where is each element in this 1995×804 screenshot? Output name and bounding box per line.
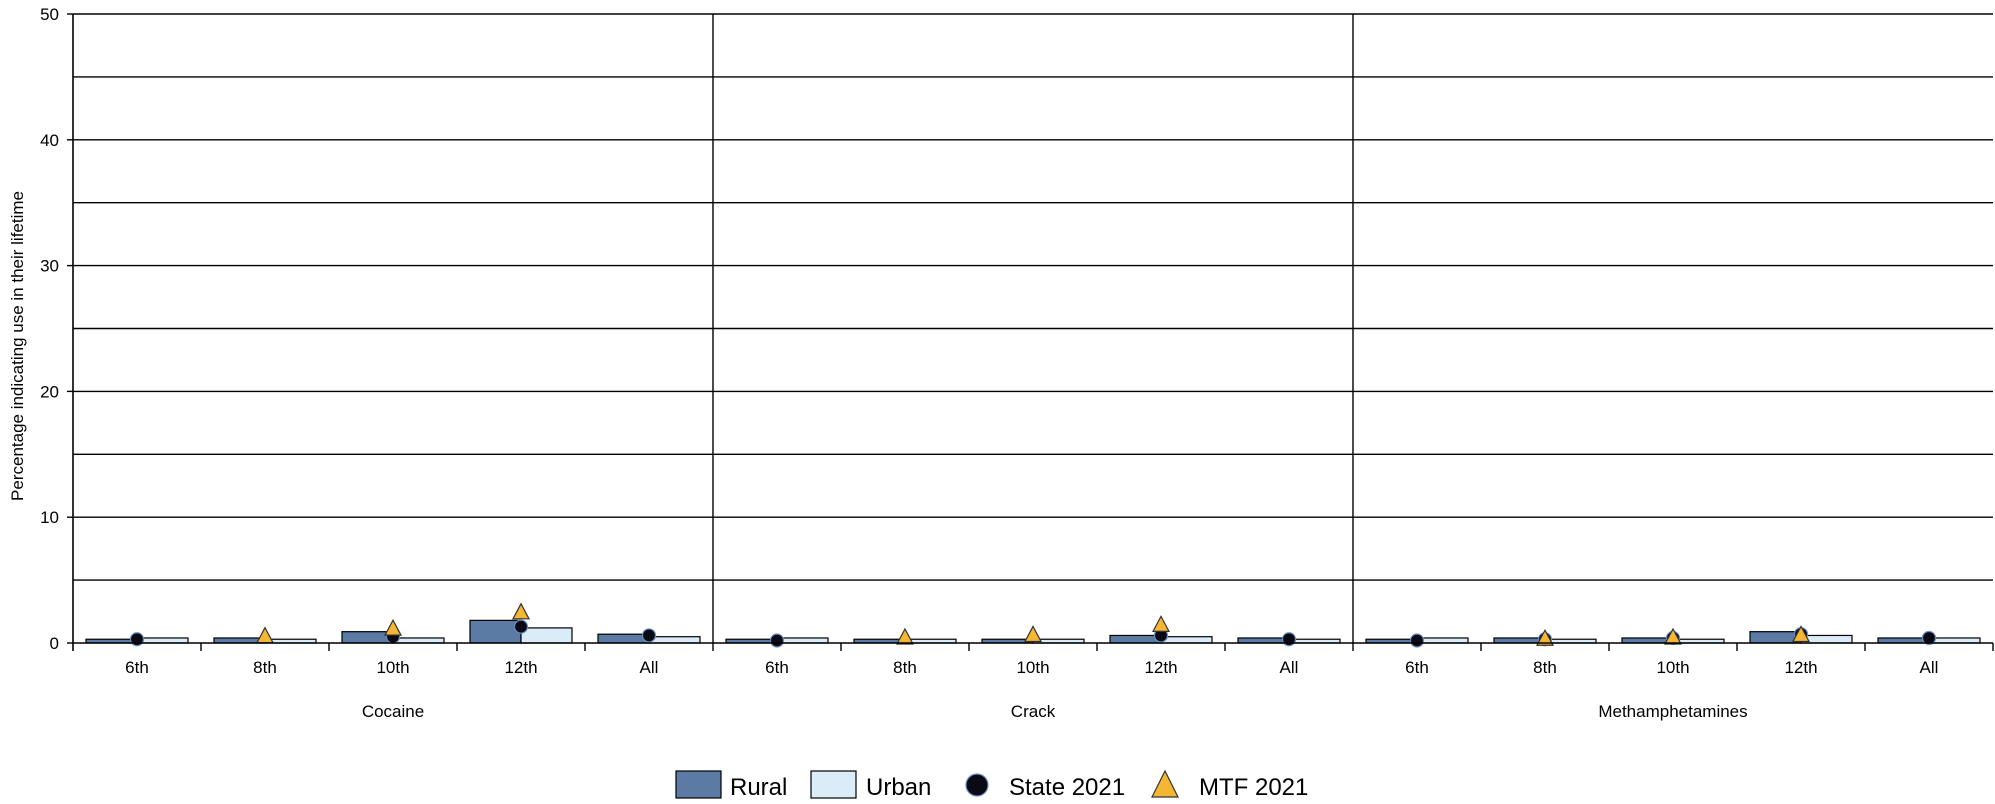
marker-mtf-2021 — [1536, 628, 1554, 646]
bar-rural — [469, 619, 522, 644]
markers — [129, 602, 1937, 648]
x-tick-label: 6th — [765, 658, 789, 677]
y-tick-label: 30 — [40, 257, 59, 276]
marker-mtf-2021 — [256, 626, 274, 644]
marker-state-2021 — [641, 628, 657, 643]
x-tick-label: 12th — [1784, 658, 1817, 677]
marker-state-2021 — [769, 633, 785, 648]
y-axis-label: Percentage indicating use in their lifet… — [8, 191, 27, 501]
x-tick-label: 8th — [253, 658, 277, 677]
group-label: Methamphetamines — [1598, 702, 1747, 721]
x-tick-label: All — [1920, 658, 1939, 677]
x-tick-label: 10th — [1016, 658, 1049, 677]
marker-mtf-2021 — [1152, 615, 1170, 632]
y-tick-label: 40 — [40, 131, 59, 150]
legend-label: Urban — [866, 774, 931, 801]
gridlines — [73, 13, 1993, 581]
marker-mtf-2021 — [384, 618, 402, 636]
axes — [67, 13, 1994, 651]
legend-label: State 2021 — [1009, 774, 1125, 801]
bar-rural — [597, 633, 650, 644]
legend-swatch-urban — [810, 770, 857, 799]
marker-state-2021 — [1409, 633, 1425, 648]
axis-labels: 0 10 20 30 40 50 6th 8th 10th 12th All Cocaine 6th 8t… — [40, 5, 1938, 721]
group-label: Cocaine — [362, 702, 424, 721]
marker-mtf-2021 — [1664, 627, 1682, 645]
marker-state-2021 — [1921, 630, 1937, 646]
y-tick-label: 50 — [40, 5, 59, 24]
legend: Rural Urban State 2021 MTF 2021 — [675, 769, 1308, 801]
marker-mtf-2021 — [896, 627, 914, 645]
legend-label: MTF 2021 — [1199, 774, 1308, 801]
bar-urban — [520, 627, 573, 644]
legend-swatch-rural — [675, 770, 722, 799]
marker-state-2021 — [513, 619, 529, 634]
x-tick-label: 6th — [1405, 658, 1429, 677]
group-label: Crack — [1011, 702, 1056, 721]
x-tick-label: All — [1280, 658, 1299, 677]
y-tick-label: 0 — [50, 634, 59, 653]
x-tick-label: 8th — [1533, 658, 1557, 677]
x-tick-label: 6th — [125, 658, 149, 677]
x-tick-label: 12th — [1144, 658, 1177, 677]
bar-urban — [648, 636, 701, 644]
x-tick-label: 10th — [1656, 658, 1689, 677]
legend-label: Rural — [730, 774, 787, 801]
bar-urban — [1160, 636, 1213, 644]
marker-mtf-2021 — [1024, 625, 1042, 643]
marker-mtf-2021 — [512, 602, 530, 620]
y-tick-label: 20 — [40, 382, 59, 401]
legend-swatch-state_2021 — [965, 773, 989, 797]
marker-mtf-2021 — [1792, 625, 1810, 643]
bar-rural — [1109, 634, 1162, 644]
x-tick-label: 10th — [376, 658, 409, 677]
x-tick-label: All — [640, 658, 659, 677]
legend-swatch-mtf_2021 — [1151, 769, 1179, 798]
y-tick-label: 10 — [40, 508, 59, 527]
x-tick-label: 8th — [893, 658, 917, 677]
x-tick-label: 12th — [504, 658, 537, 677]
